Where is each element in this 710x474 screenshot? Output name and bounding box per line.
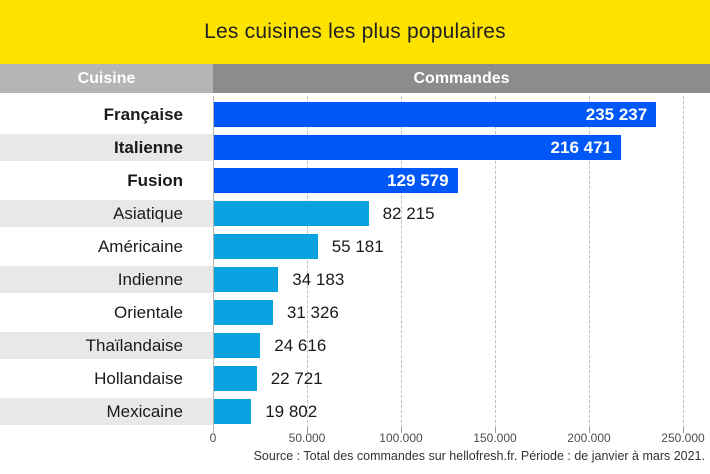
cuisine-label-cell: Indienne bbox=[0, 266, 213, 293]
value-label: 31 326 bbox=[286, 302, 339, 322]
cuisine-label-cell: Fusion bbox=[0, 167, 213, 194]
cuisine-label-cell: Française bbox=[0, 101, 213, 128]
x-axis-label: 200.000 bbox=[567, 431, 611, 445]
table-header: Cuisine Commandes bbox=[0, 64, 710, 93]
table-row-americaine: Américaine 55 181 bbox=[0, 230, 710, 263]
value-label: 55 181 bbox=[331, 236, 384, 256]
bar-orientale bbox=[214, 300, 273, 325]
bar-track: 216 471 bbox=[214, 131, 621, 164]
y-axis-line bbox=[213, 96, 214, 433]
bar-hollandaise bbox=[214, 366, 257, 391]
cuisine-label-cell: Mexicaine bbox=[0, 398, 213, 425]
table-row-asiatique: Asiatique 82 215 bbox=[0, 197, 710, 230]
bar-francaise: 235 237 bbox=[214, 102, 657, 127]
gridline-250k bbox=[683, 96, 684, 428]
x-axis-label: 150.000 bbox=[473, 431, 517, 445]
bar-mexicaine bbox=[214, 399, 252, 424]
x-tick-mark bbox=[401, 428, 402, 433]
x-axis-label: 100.000 bbox=[379, 431, 423, 445]
bar-track: 31 326 bbox=[214, 296, 339, 329]
bar-thailandaise bbox=[214, 333, 261, 358]
table-row-mexicaine: Mexicaine 19 802 bbox=[0, 395, 710, 428]
bar-americaine bbox=[214, 234, 318, 259]
x-axis-label: 0 bbox=[209, 431, 217, 445]
cuisine-label: Mexicaine bbox=[106, 401, 183, 421]
table-row-italienne: Italienne 216 471 bbox=[0, 131, 710, 164]
table-row-thailandaise: Thaïlandaise 24 616 bbox=[0, 329, 710, 362]
bar-track: 235 237 bbox=[214, 98, 657, 131]
table-row-indienne: Indienne 34 183 bbox=[0, 263, 710, 296]
bar-asiatique bbox=[214, 201, 369, 226]
bar-track: 22 721 bbox=[214, 362, 323, 395]
table-row-fusion: Fusion 129 579 bbox=[0, 164, 710, 197]
value-label: 24 616 bbox=[274, 335, 327, 355]
bar-track: 82 215 bbox=[214, 197, 435, 230]
cuisine-label: Hollandaise bbox=[94, 368, 183, 388]
bar-track: 19 802 bbox=[214, 395, 317, 428]
x-tick-mark bbox=[683, 428, 684, 433]
cuisine-label: Fusion bbox=[127, 170, 183, 190]
value-label: 129 579 bbox=[387, 170, 449, 190]
cuisine-label: Thaïlandaise bbox=[85, 335, 183, 355]
bar-track: 129 579 bbox=[214, 164, 458, 197]
table-row-hollandaise: Hollandaise 22 721 bbox=[0, 362, 710, 395]
cuisine-label-cell: Thaïlandaise bbox=[0, 332, 213, 359]
bar-indienne bbox=[214, 267, 279, 292]
source-note: Source : Total des commandes sur hellofr… bbox=[253, 449, 705, 463]
bar-track: 55 181 bbox=[214, 230, 384, 263]
cuisine-label-cell: Italienne bbox=[0, 134, 213, 161]
cuisine-label-cell: Hollandaise bbox=[0, 365, 213, 392]
x-tick-mark bbox=[495, 428, 496, 433]
x-tick-mark bbox=[589, 428, 590, 433]
cuisine-label: Indienne bbox=[117, 269, 183, 289]
cuisine-label-cell: Orientale bbox=[0, 299, 213, 326]
cuisine-label: Américaine bbox=[97, 236, 183, 256]
value-label: 82 215 bbox=[382, 203, 435, 223]
value-label: 216 471 bbox=[550, 137, 612, 157]
cuisine-label: Italienne bbox=[114, 137, 183, 157]
bar-italienne: 216 471 bbox=[214, 135, 621, 160]
column-header-cuisine: Cuisine bbox=[0, 64, 213, 93]
x-axis-label: 50.000 bbox=[288, 431, 326, 445]
gridline-150k bbox=[495, 96, 496, 428]
cuisine-label: Asiatique bbox=[113, 203, 183, 223]
value-label: 34 183 bbox=[292, 269, 345, 289]
table-row-orientale: Orientale 31 326 bbox=[0, 296, 710, 329]
table-row-francaise: Française 235 237 bbox=[0, 98, 710, 131]
cuisine-label: Française bbox=[103, 104, 183, 124]
x-tick-mark bbox=[307, 428, 308, 433]
bar-rows: Française 235 237 Italienne 216 471 Fusi… bbox=[0, 98, 710, 428]
bar-track: 34 183 bbox=[214, 263, 344, 296]
cuisine-label-cell: Américaine bbox=[0, 233, 213, 260]
chart-title: Les cuisines les plus populaires bbox=[204, 20, 506, 43]
value-label: 19 802 bbox=[265, 401, 318, 421]
gridline-50k bbox=[307, 96, 308, 428]
bar-track: 24 616 bbox=[214, 329, 326, 362]
value-label: 22 721 bbox=[270, 368, 323, 388]
x-axis-label: 250.000 bbox=[661, 431, 705, 445]
cuisine-label-cell: Asiatique bbox=[0, 200, 213, 227]
title-banner: Les cuisines les plus populaires bbox=[0, 0, 710, 64]
gridline-200k bbox=[589, 96, 590, 428]
cuisine-label: Orientale bbox=[114, 302, 183, 322]
bar-fusion: 129 579 bbox=[214, 168, 458, 193]
column-header-commandes: Commandes bbox=[213, 64, 710, 93]
value-label: 235 237 bbox=[585, 104, 648, 124]
gridline-100k bbox=[401, 96, 402, 428]
